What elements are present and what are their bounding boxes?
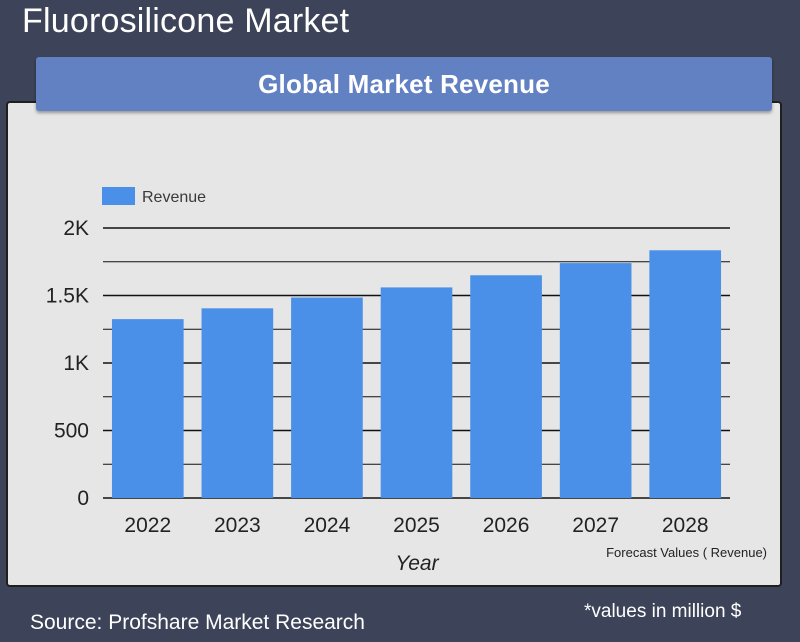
forecast-annotation: Forecast Values ( Revenue) <box>606 545 767 560</box>
x-tick-label: 2027 <box>572 514 619 537</box>
x-tick-label: 2026 <box>483 514 530 537</box>
x-tick-label: 2025 <box>393 514 440 537</box>
y-tick-label: 2K <box>63 217 89 240</box>
x-tick-label: 2022 <box>124 514 171 537</box>
y-tick-labels: 0 500 1K 1.5K 2K <box>46 217 89 510</box>
bar-2026 <box>470 275 542 498</box>
source-caption: Source: Profshare Market Research <box>30 611 365 634</box>
bars <box>111 250 722 498</box>
chart-banner: Global Market Revenue <box>36 57 772 111</box>
x-axis-title: Year <box>395 552 439 575</box>
y-tick-label: 500 <box>54 420 89 443</box>
x-tick-labels: 2022 2023 2024 2025 2026 2027 2028 <box>124 514 708 537</box>
x-tick-label: 2028 <box>662 514 709 537</box>
x-tick-label: 2023 <box>214 514 261 537</box>
y-tick-label: 1K <box>63 352 89 375</box>
x-tick-label: 2024 <box>304 514 351 537</box>
bar-2025 <box>380 287 453 498</box>
bar-2028 <box>649 250 722 498</box>
chart-banner-title: Global Market Revenue <box>258 68 550 99</box>
y-tick-label: 0 <box>77 487 89 510</box>
bar-2027 <box>559 263 632 498</box>
units-note: *values in million $ <box>584 601 742 622</box>
legend-label: Revenue <box>142 189 206 206</box>
bar-2023 <box>201 308 274 498</box>
legend-swatch <box>102 187 135 205</box>
bar-2024 <box>291 297 363 498</box>
y-tick-label: 1.5K <box>46 285 89 308</box>
legend: Revenue <box>102 187 206 206</box>
bar-2022 <box>111 319 184 498</box>
page-title: Fluorosilicone Market <box>22 2 350 40</box>
